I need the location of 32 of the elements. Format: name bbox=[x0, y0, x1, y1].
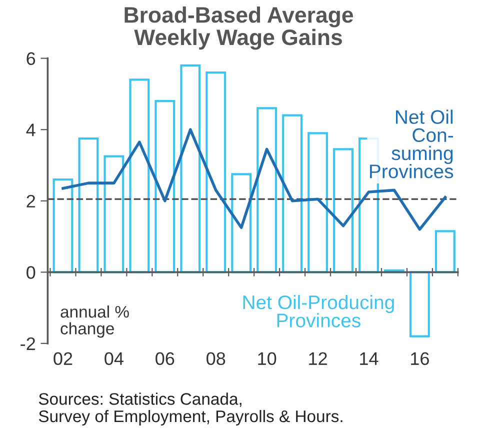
bar bbox=[409, 271, 430, 338]
bar bbox=[256, 107, 278, 274]
x-tick-label: 04 bbox=[104, 352, 124, 366]
x-tick-label: 02 bbox=[54, 352, 72, 366]
bar bbox=[333, 148, 354, 274]
bar bbox=[308, 132, 328, 274]
bar bbox=[282, 114, 303, 274]
bar bbox=[180, 64, 201, 274]
bar bbox=[154, 100, 176, 274]
source-note: Sources: Statistics Canada, Survey of Employment, Payrolls & Hours. bbox=[38, 392, 342, 426]
y-tick-label: 2 bbox=[26, 194, 35, 208]
y-tick-label: 0 bbox=[26, 266, 36, 279]
bar bbox=[104, 155, 124, 274]
x-tick-label: 14 bbox=[360, 352, 378, 365]
bar bbox=[78, 137, 99, 274]
y-tick-label: -2 bbox=[20, 337, 35, 350]
annotation: annual % change bbox=[60, 305, 129, 338]
chart-title: Broad-Based Average Weekly Wage Gains bbox=[124, 6, 354, 50]
y-tick-label: 4 bbox=[26, 124, 36, 136]
x-tick-label: 10 bbox=[258, 352, 276, 366]
bar bbox=[52, 178, 74, 274]
y-tick-label: 6 bbox=[26, 52, 36, 66]
bar bbox=[206, 72, 226, 274]
series-label: Net Oil-Producing Provinces bbox=[243, 294, 394, 328]
x-tick-label: 16 bbox=[411, 352, 429, 366]
x-tick-label: 08 bbox=[206, 352, 226, 366]
bar bbox=[231, 173, 252, 274]
series-label: Net Oil Con- suming Provinces bbox=[370, 110, 454, 178]
bar bbox=[129, 78, 150, 274]
x-tick-label: 12 bbox=[309, 352, 327, 365]
x-tick-label: 06 bbox=[156, 352, 174, 366]
bar bbox=[434, 230, 456, 274]
